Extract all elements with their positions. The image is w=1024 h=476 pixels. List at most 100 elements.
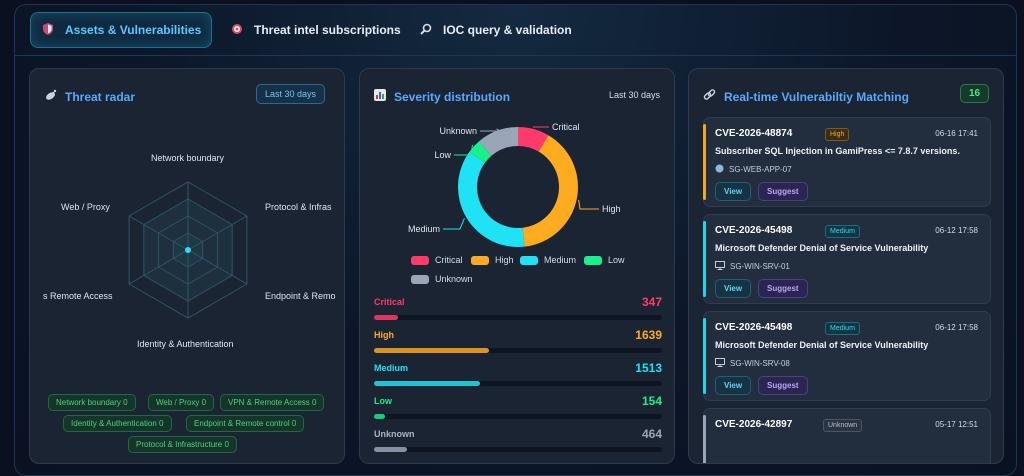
radar-tag: Identity & Authentication 0 xyxy=(63,415,172,432)
view-button[interactable]: View xyxy=(715,376,752,395)
radar-tag: VPN & Remote Access 0 xyxy=(220,394,325,411)
severity-bar-track xyxy=(374,315,662,320)
donut-leader-line xyxy=(480,128,502,132)
donut-leader-line xyxy=(578,199,599,210)
severity-badge: High xyxy=(825,128,850,141)
vuln-card[interactable]: CVE-2026-48874 High 06-16 17:41 Subscriber … xyxy=(703,117,991,207)
suggest-button[interactable]: Suggest xyxy=(758,376,808,395)
radar-chart xyxy=(128,181,248,319)
radar-spoke xyxy=(128,249,189,285)
panel-title: Threat radar xyxy=(44,89,135,105)
tab-assets-vulnerabilities[interactable]: Assets & Vulnerabilities xyxy=(30,12,213,48)
tab-label: IOC query & validation xyxy=(443,23,572,37)
link-icon xyxy=(703,89,716,105)
radar-range-button[interactable]: Last 30 days xyxy=(256,84,326,104)
shield-icon xyxy=(41,22,55,38)
radar-tag: Endpoint & Remote control 0 xyxy=(186,415,305,432)
severity-label: Medium xyxy=(374,363,409,373)
donut-leader-line xyxy=(443,217,465,230)
legend-item-medium[interactable]: Medium xyxy=(520,255,576,265)
severity-count: 1513 xyxy=(635,361,662,375)
magnifier-icon xyxy=(419,23,433,38)
panel-title: Real-time Vulnerabiltiy Matching xyxy=(703,89,909,105)
monitor-icon xyxy=(715,358,725,369)
vuln-timestamp: 06-16 17:41 xyxy=(935,129,978,138)
threat-radar-panel: Threat radar Last 30 days Network bounda… xyxy=(29,68,345,464)
tab-threat-intel-subscriptions[interactable]: Threat intel subscriptions xyxy=(220,12,411,48)
radar-axis-label: Web / Proxy xyxy=(61,202,110,212)
donut-slice-label: Unknown xyxy=(439,126,477,136)
host-name: SG-WIN-SRV-01 xyxy=(730,262,790,271)
donut-slice-label: High xyxy=(602,204,621,214)
tab-label: Assets & Vulnerabilities xyxy=(65,23,202,37)
vuln-timestamp: 06-12 17:58 xyxy=(935,323,978,332)
legend-item-low[interactable]: Low xyxy=(584,255,625,265)
vuln-matching-panel: Real-time Vulnerabiltiy Matching 16 CVE-… xyxy=(688,68,1004,464)
cve-id: CVE-2026-48874 xyxy=(715,128,793,139)
radar-axis-label: Protocol & Infras xyxy=(265,202,332,212)
radar-spoke xyxy=(128,215,189,251)
view-button[interactable]: View xyxy=(715,279,752,298)
vuln-description: Subscriber SQL Injection in GamiPress <=… xyxy=(715,146,960,156)
vuln-description: Microsoft Defender Denial of Service Vul… xyxy=(715,340,929,350)
monitor-icon xyxy=(715,261,725,272)
donut-slice-high xyxy=(522,135,579,247)
severity-label: High xyxy=(374,330,394,340)
severity-range: Last 30 days xyxy=(608,90,660,100)
severity-bar-fill xyxy=(374,381,480,386)
severity-bar-track xyxy=(374,447,662,452)
severity-bar-fill xyxy=(374,315,399,320)
radar-tag: Network boundary 0 xyxy=(48,394,136,411)
satellite-icon xyxy=(44,89,57,105)
severity-bar-track xyxy=(374,348,662,353)
severity-bar-track xyxy=(374,414,662,419)
radar-tag: Web / Proxy 0 xyxy=(148,394,215,411)
severity-label: Unknown xyxy=(374,429,415,439)
cve-id: CVE-2026-45498 xyxy=(715,322,793,333)
severity-bar-fill xyxy=(374,447,407,452)
cve-id: CVE-2026-45498 xyxy=(715,225,793,236)
radar-tag: Protocol & Infrastructure 0 xyxy=(128,436,237,453)
legend-swatch xyxy=(584,255,602,265)
tab-bar: Assets & Vulnerabilities Threat intel su… xyxy=(14,4,1017,56)
donut-slice-critical xyxy=(518,127,549,152)
vuln-card[interactable]: CVE-2026-42897 Unknown 05-17 12:51 xyxy=(703,408,991,463)
vuln-host: SG-WEB-APP-07 xyxy=(715,164,792,175)
donut-slice-label: Low xyxy=(434,150,451,160)
legend-swatch xyxy=(471,255,489,265)
host-name: SG-WEB-APP-07 xyxy=(729,165,792,174)
severity-count: 464 xyxy=(641,427,662,441)
target-icon xyxy=(230,23,244,38)
radar-axis-label: Identity & Authentication xyxy=(137,339,234,349)
vuln-timestamp: 05-17 12:51 xyxy=(935,420,978,429)
vuln-host: SG-WIN-SRV-08 xyxy=(715,358,790,369)
view-button[interactable]: View xyxy=(715,182,752,201)
severity-bar-track xyxy=(374,381,662,386)
legend-item-high[interactable]: High xyxy=(471,255,514,265)
suggest-button[interactable]: Suggest xyxy=(758,279,808,298)
severity-count: 154 xyxy=(641,394,662,408)
donut-leader-line xyxy=(454,144,473,156)
donut-slice-label: Critical xyxy=(552,122,580,132)
severity-bar-fill xyxy=(374,348,489,353)
vuln-card[interactable]: CVE-2026-45498 Medium 06-12 17:58 Microsoft… xyxy=(703,311,991,401)
vuln-card[interactable]: CVE-2026-45498 Medium 06-12 17:58 Microsoft… xyxy=(703,214,991,304)
vuln-card-accent xyxy=(703,415,706,463)
vuln-description: Microsoft Defender Denial of Service Vul… xyxy=(715,243,929,253)
vuln-card-accent xyxy=(703,124,706,200)
host-name: SG-WIN-SRV-08 xyxy=(730,359,790,368)
vuln-card-accent xyxy=(703,318,706,394)
severity-donut-chart: Critical High Medium Low Unknown xyxy=(408,122,621,248)
match-count-badge: 16 xyxy=(960,84,990,103)
donut-slice-low xyxy=(469,141,492,163)
radar-axis-label: s Remote Access xyxy=(43,291,113,301)
suggest-button[interactable]: Suggest xyxy=(758,182,808,201)
donut-slice-medium xyxy=(457,151,525,248)
legend-swatch xyxy=(411,255,429,265)
tab-ioc-query-validation[interactable]: IOC query & validation xyxy=(409,12,582,48)
legend-item-unknown[interactable]: Unknown xyxy=(411,274,473,284)
severity-badge: Unknown xyxy=(823,419,863,432)
vuln-timestamp: 06-12 17:58 xyxy=(935,226,978,235)
legend-item-critical[interactable]: Critical xyxy=(411,255,463,265)
radar-axis-label: Endpoint & Remo xyxy=(265,291,336,301)
